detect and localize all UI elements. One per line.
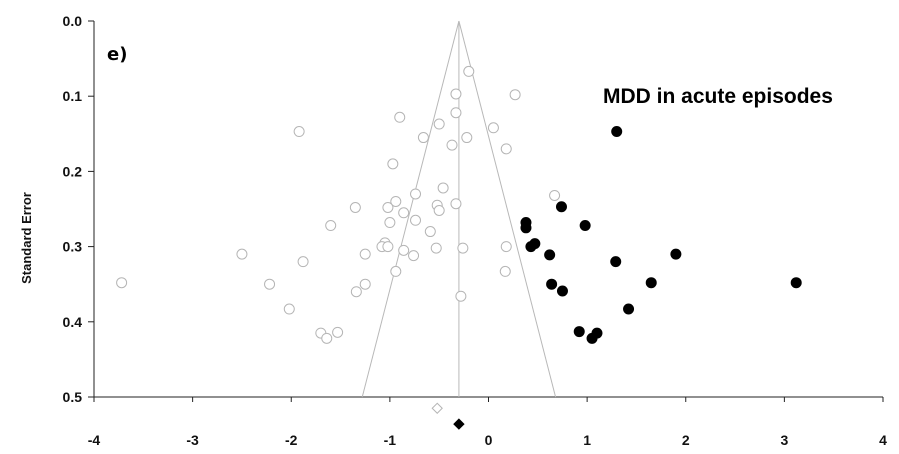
x-tick-label: 1 (583, 432, 591, 448)
x-tick-label: -2 (285, 432, 298, 448)
imputed-study-point (509, 89, 521, 101)
observed-study-point (546, 278, 558, 290)
observed-study-point (645, 277, 657, 289)
x-tick-label: -3 (186, 432, 199, 448)
imputed-study-point (394, 111, 406, 123)
imputed-study-point (500, 241, 512, 253)
imputed-study-point (283, 303, 295, 315)
imputed-study-point (382, 201, 394, 213)
imputed-study-point (450, 88, 462, 100)
imputed-study-point (398, 244, 410, 256)
imputed-study-point (408, 250, 420, 262)
y-tick-label: 0.5 (63, 389, 83, 405)
imputed-study-point (359, 278, 371, 290)
imputed-study-point (549, 189, 561, 201)
funnel-right-line (458, 20, 557, 398)
y-tick-label: 0.0 (63, 13, 83, 29)
chart-title: MDD in acute episodes (603, 85, 833, 108)
imputed-study-point (325, 220, 337, 232)
data-points (116, 65, 802, 430)
imputed-study-point (410, 214, 422, 226)
panel-label: e) (107, 44, 127, 65)
axes: 0.0 0.1 0.2 0.3 0.4 0.5 -4 -3 -2 -1 0 1 2 3 4 (63, 13, 888, 448)
imputed-study-point (293, 126, 305, 138)
adjusted-estimate-diamond (431, 402, 443, 414)
imputed-study-point (446, 139, 458, 151)
imputed-study-point (382, 241, 394, 253)
observed-study-point (790, 277, 802, 289)
imputed-study-point (433, 205, 445, 217)
imputed-study-point (332, 326, 344, 338)
imputed-study-point (398, 207, 410, 219)
imputed-study-point (349, 201, 361, 213)
x-tick-label: -1 (384, 432, 397, 448)
imputed-study-point (437, 182, 449, 194)
imputed-study-point (384, 217, 396, 229)
imputed-study-point (297, 256, 309, 268)
x-tick-label: 4 (879, 432, 887, 448)
imputed-study-point (264, 278, 276, 290)
y-tick-label: 0.3 (63, 239, 83, 255)
imputed-study-point (430, 242, 442, 254)
imputed-study-point (463, 65, 475, 77)
observed-study-point (610, 256, 622, 268)
imputed-study-point (321, 332, 333, 344)
x-tick-label: 3 (780, 432, 788, 448)
x-tick-label: -4 (88, 432, 101, 448)
imputed-study-point (455, 290, 467, 302)
observed-study-point (529, 238, 541, 250)
x-tick-label: 0 (485, 432, 493, 448)
observed-study-point (556, 285, 568, 297)
observed-estimate-diamond (453, 418, 465, 430)
observed-study-point (573, 326, 585, 338)
imputed-study-point (116, 277, 128, 289)
imputed-study-point (410, 188, 422, 200)
imputed-study-point (487, 122, 499, 134)
imputed-study-point (350, 286, 362, 298)
imputed-study-point (424, 226, 436, 238)
observed-study-point (555, 201, 567, 213)
observed-study-point (670, 248, 682, 260)
imputed-study-point (457, 242, 469, 254)
imputed-study-point (499, 265, 511, 277)
y-tick-label: 0.4 (63, 314, 83, 330)
funnel-lines (361, 20, 557, 398)
observed-study-point (520, 222, 532, 234)
x-tick-label: 2 (682, 432, 690, 448)
imputed-study-point (387, 158, 399, 170)
observed-study-point (544, 249, 556, 261)
observed-study-point (586, 332, 598, 344)
observed-study-point (623, 303, 635, 315)
imputed-study-point (450, 107, 462, 119)
observed-study-point (611, 126, 623, 138)
imputed-study-point (390, 265, 402, 277)
imputed-study-point (417, 132, 429, 144)
imputed-study-point (359, 248, 371, 260)
imputed-study-point (236, 248, 248, 260)
y-tick-label: 0.2 (63, 163, 83, 179)
y-axis-label: Standard Error (19, 192, 34, 284)
imputed-study-point (433, 118, 445, 130)
imputed-study-point (450, 198, 462, 210)
observed-study-point (579, 220, 591, 232)
funnel-left-line (361, 20, 460, 398)
imputed-study-point (461, 132, 473, 144)
imputed-study-point (390, 195, 402, 207)
y-tick-label: 0.1 (63, 88, 83, 104)
imputed-study-point (500, 143, 512, 155)
